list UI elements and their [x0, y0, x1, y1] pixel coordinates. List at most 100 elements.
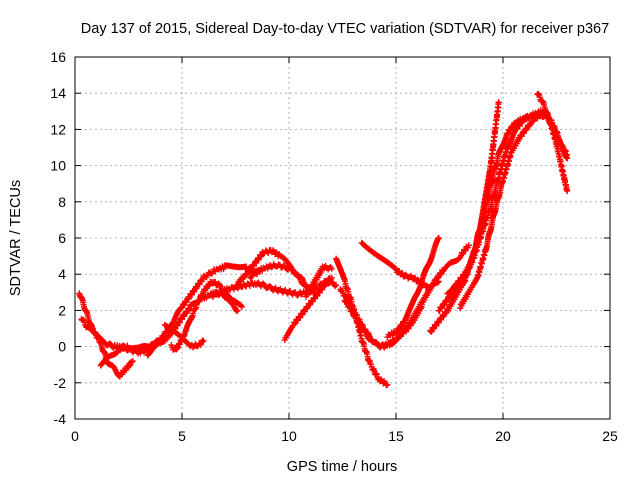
series-satellite-track-c	[97, 262, 260, 369]
data-point	[534, 115, 541, 122]
data-point	[396, 326, 403, 333]
x-tick-label: 25	[602, 428, 618, 444]
y-tick-label: -4	[54, 411, 67, 427]
x-tick-label: 15	[388, 428, 404, 444]
data-point	[176, 319, 183, 326]
data-point	[465, 242, 472, 249]
data-point	[495, 99, 502, 106]
x-tick-label: 10	[281, 428, 297, 444]
data-point	[441, 302, 448, 309]
data-point	[453, 282, 460, 289]
data-point	[253, 259, 260, 266]
y-tick-label: 0	[58, 339, 66, 355]
data-point	[459, 251, 466, 258]
series-satellite-track-p	[384, 235, 442, 341]
data-point	[383, 382, 390, 389]
y-tick-labels: -4 -2 0 2 4 6 8 10 12 14 16	[50, 49, 66, 427]
data-point	[384, 381, 391, 388]
y-tick-label: 6	[58, 230, 66, 246]
data-point	[220, 265, 227, 272]
data-point	[564, 151, 571, 158]
data-point	[113, 349, 120, 356]
data-point	[437, 271, 444, 278]
data-point	[435, 278, 442, 285]
data-point	[291, 320, 298, 327]
data-point	[533, 114, 540, 121]
data-point	[328, 278, 335, 285]
y-tick-label: 12	[50, 121, 66, 137]
data-point	[564, 187, 571, 194]
y-tick-label: 4	[58, 266, 66, 282]
series-satellite-track-s	[444, 107, 571, 297]
data-point	[234, 307, 241, 314]
data-point	[306, 302, 313, 309]
data-point	[424, 282, 431, 289]
series-satellite-track-i	[247, 261, 314, 296]
data-point	[435, 319, 442, 326]
data-point	[129, 358, 136, 365]
data-point	[392, 265, 399, 272]
data-point	[190, 344, 197, 351]
ticks	[74, 56, 611, 420]
data-point	[123, 366, 130, 373]
x-tick-label: 0	[71, 428, 79, 444]
data-point	[516, 122, 523, 129]
data-point	[257, 253, 264, 260]
data-point	[183, 299, 190, 306]
grid	[75, 57, 610, 419]
data-point	[250, 262, 257, 269]
series-satellite-track-j	[281, 278, 340, 343]
y-tick-label: 8	[58, 194, 66, 210]
data-point	[186, 306, 193, 313]
x-tick-label: 5	[178, 428, 186, 444]
y-tick-label: -2	[54, 375, 67, 391]
data-point	[434, 279, 441, 286]
data-markers	[76, 90, 571, 389]
data-point	[179, 316, 185, 323]
data-point	[316, 289, 323, 296]
data-point	[174, 322, 181, 329]
series-satellite-track-o	[358, 239, 442, 293]
y-tick-label: 14	[50, 85, 66, 101]
y-tick-label: 16	[50, 49, 66, 65]
data-point	[518, 133, 525, 140]
series-satellite-track-u	[534, 90, 571, 194]
data-point	[333, 282, 340, 289]
data-point	[314, 292, 321, 299]
series-satellite-track-f	[168, 278, 241, 353]
series-satellite-track-n	[341, 297, 425, 351]
data-point	[456, 255, 463, 262]
y-tick-label: 10	[50, 158, 66, 174]
data-point	[212, 279, 219, 286]
x-tick-label: 20	[495, 428, 511, 444]
y-tick-label: 2	[58, 302, 66, 318]
data-point	[321, 283, 328, 290]
data-point	[181, 313, 188, 320]
data-point	[128, 358, 135, 365]
data-point	[243, 272, 250, 279]
series-satellite-track-k	[303, 262, 335, 300]
data-point	[458, 276, 465, 283]
data-point	[435, 235, 442, 241]
x-tick-labels: 0 5 10 15 20 25	[71, 428, 618, 444]
data-point	[191, 288, 198, 295]
data-point	[198, 278, 205, 285]
data-point	[393, 266, 399, 273]
chart-title: Day 137 of 2015, Sidereal Day-to-day VTE…	[81, 21, 609, 37]
data-point	[200, 338, 207, 345]
data-point	[405, 325, 412, 332]
data-point	[396, 268, 403, 275]
series-satellite-track-t	[457, 114, 541, 312]
data-point	[332, 283, 339, 290]
data-point	[514, 126, 521, 133]
data-point	[238, 303, 245, 310]
data-point	[299, 311, 306, 318]
data-point	[399, 270, 406, 277]
y-axis-label: SDTVAR / TECUs	[8, 180, 24, 296]
data-point	[199, 337, 206, 344]
data-point	[268, 264, 275, 271]
x-axis-label: GPS time / hours	[287, 459, 397, 475]
data-point	[418, 303, 425, 310]
series-satellite-track-a	[76, 290, 136, 380]
